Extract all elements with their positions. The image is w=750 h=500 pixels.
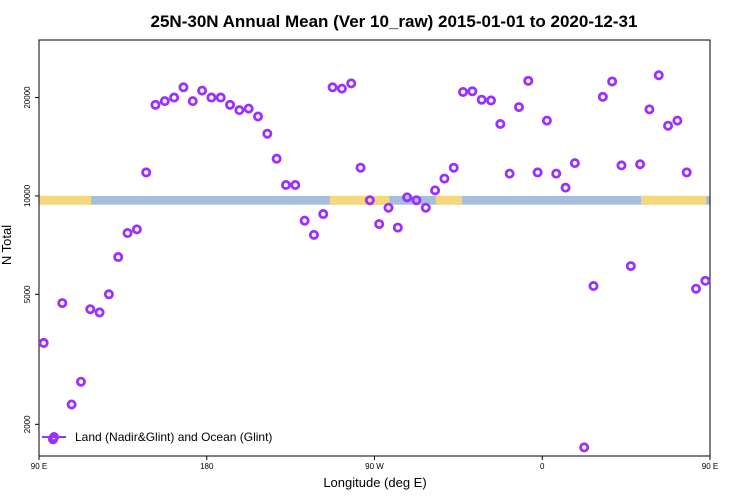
data-point <box>103 289 114 300</box>
data-point <box>290 179 301 190</box>
data-point <box>318 209 329 220</box>
data-point <box>197 85 208 96</box>
data-point <box>364 195 375 206</box>
data-point <box>663 120 674 131</box>
data-point <box>541 115 552 126</box>
data-point <box>448 162 459 173</box>
data-point <box>597 91 608 102</box>
data-point <box>681 167 692 178</box>
data-points <box>38 70 711 453</box>
data-point <box>113 252 124 263</box>
data-point <box>131 224 142 235</box>
data-point <box>38 337 49 348</box>
data-point <box>551 168 562 179</box>
chart-title: 25N-30N Annual Mean (Ver 10_raw) 2015-01… <box>151 12 638 31</box>
land-band-segment <box>436 195 463 205</box>
data-point <box>336 83 347 94</box>
data-point <box>485 95 496 106</box>
data-point <box>439 173 450 184</box>
y-axis-label: N Total <box>0 225 14 265</box>
x-tick-label: 90 W <box>365 462 384 471</box>
data-point <box>532 167 543 178</box>
data-point <box>607 76 618 87</box>
data-point <box>169 92 180 103</box>
data-point <box>691 283 702 294</box>
x-tick-label: 90 E <box>31 462 47 471</box>
data-point <box>159 96 170 107</box>
data-point <box>402 192 413 203</box>
data-point <box>383 202 394 213</box>
data-point <box>635 159 646 170</box>
data-point <box>141 167 152 178</box>
data-point <box>206 92 217 103</box>
data-point <box>327 82 338 93</box>
data-point <box>355 162 366 173</box>
data-point <box>280 179 291 190</box>
data-point <box>94 307 105 318</box>
data-point <box>150 99 161 110</box>
data-point <box>374 219 385 230</box>
data-point <box>476 94 487 105</box>
x-tick-label: 0 <box>540 462 545 471</box>
land-band-segment <box>641 195 707 205</box>
data-point <box>411 195 422 206</box>
data-point <box>262 128 273 139</box>
data-point <box>513 102 524 113</box>
data-point <box>225 99 236 110</box>
data-point <box>253 111 264 122</box>
data-point <box>178 82 189 93</box>
y-tick-label: 20000 <box>23 86 32 109</box>
data-point <box>392 222 403 233</box>
data-point <box>579 442 590 453</box>
data-point <box>569 158 580 169</box>
data-point <box>420 202 431 213</box>
x-axis-label: Longitude (deg E) <box>323 475 426 490</box>
data-point <box>653 70 664 81</box>
y-tick-label: 2000 <box>23 415 32 433</box>
data-point <box>430 185 441 196</box>
data-point <box>458 86 469 97</box>
data-point <box>234 105 245 116</box>
data-point <box>467 86 478 97</box>
legend: Land (Nadir&Glint) and Ocean (Glint) <box>42 430 272 444</box>
data-point <box>504 168 515 179</box>
data-point <box>616 160 627 171</box>
land-band-segment <box>39 195 92 205</box>
x-tick-label: 180 <box>200 462 214 471</box>
data-point <box>122 228 133 239</box>
data-point <box>57 298 68 309</box>
data-point <box>66 399 77 410</box>
data-point <box>346 78 357 89</box>
data-point <box>523 75 534 86</box>
data-point <box>308 229 319 240</box>
data-point <box>672 115 683 126</box>
data-point <box>85 304 96 315</box>
data-point <box>187 96 198 107</box>
x-tick-label: 90 E <box>702 462 718 471</box>
data-point <box>625 261 636 272</box>
y-tick-label: 10000 <box>23 184 32 207</box>
legend-label: Land (Nadir&Glint) and Ocean (Glint) <box>75 430 272 444</box>
data-point <box>271 153 282 164</box>
data-point <box>215 92 226 103</box>
legend-marker <box>49 431 60 442</box>
data-point <box>560 182 571 193</box>
y-tick-label: 5000 <box>23 285 32 303</box>
axes: 90 E 180 90 W 0 90 E 2000 5000 10000 20000 <box>23 39 718 471</box>
data-point <box>700 275 711 286</box>
data-point <box>588 281 599 292</box>
data-point <box>299 215 310 226</box>
data-point <box>644 104 655 115</box>
data-point <box>495 118 506 129</box>
data-point <box>243 103 254 114</box>
land-band-segment <box>329 195 390 205</box>
data-point <box>75 376 86 387</box>
